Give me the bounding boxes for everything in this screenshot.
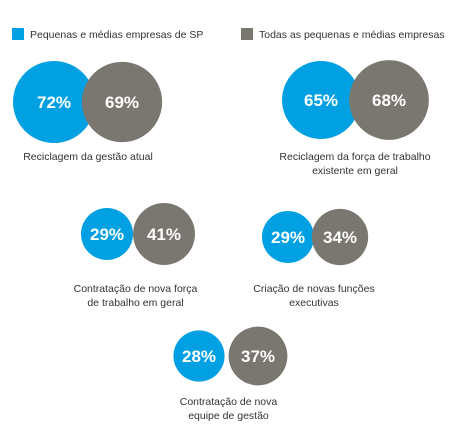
bubble-all <box>228 326 288 386</box>
value-label-sp: 28% <box>182 347 216 366</box>
category-label: Criação de novas funções <box>253 283 374 295</box>
bubble-pair-2: 29% 41% Contratação de nova força de trabal… <box>74 203 198 309</box>
legend-label-all: Todas as pequenas e médias empresas <box>259 29 445 41</box>
category-label: Reciclagem da gestão atual <box>23 151 153 163</box>
category-label: executivas <box>289 297 339 309</box>
bubble-sp <box>261 210 315 264</box>
category-label: equipe de gestão <box>188 410 269 422</box>
legend-swatch-sp <box>12 28 24 40</box>
legend-swatch-all <box>241 28 253 40</box>
legend: Pequenas e médias empresas de SP Todas a… <box>12 28 445 41</box>
value-label-all: 34% <box>323 228 357 247</box>
value-label-all: 37% <box>241 347 275 366</box>
value-label-sp: 65% <box>304 91 338 110</box>
bubble-sp <box>282 61 360 139</box>
bubble-pair-3: 29% 34% Criação de novas funções executivas <box>253 208 375 309</box>
legend-label-sp: Pequenas e médias empresas de SP <box>30 29 203 41</box>
value-label-sp: 72% <box>37 93 71 112</box>
bubble-all <box>133 203 195 265</box>
bubble-all <box>349 60 429 140</box>
bubble-pair-4: 28% 37% Contratação de nova equipe de gestã… <box>173 326 288 422</box>
bubble-sp <box>80 207 134 261</box>
bubble-pair-1: 65% 68% Reciclagem da força de trabalho exi… <box>279 60 431 177</box>
category-label: existente em geral <box>312 165 398 177</box>
category-label: Reciclagem da força de trabalho <box>279 151 430 163</box>
value-label-sp: 29% <box>90 225 124 244</box>
value-label-all: 68% <box>372 91 406 110</box>
bubble-sp <box>173 330 225 382</box>
bubble-all <box>311 208 369 266</box>
category-label: Contratação de nova força <box>74 283 198 295</box>
category-label: Contratação de nova <box>180 396 278 408</box>
value-label-sp: 29% <box>271 228 305 247</box>
bubble-all <box>81 61 163 143</box>
value-label-all: 69% <box>105 93 139 112</box>
bubble-groups: 72% 69% Reciclagem da gestão atual 65% 68% Re… <box>13 60 431 422</box>
value-label-all: 41% <box>147 225 181 244</box>
bubble-pair-0: 72% 69% Reciclagem da gestão atual <box>13 61 163 163</box>
category-label: de trabalho em geral <box>87 297 183 309</box>
bubble-sp <box>13 61 95 143</box>
